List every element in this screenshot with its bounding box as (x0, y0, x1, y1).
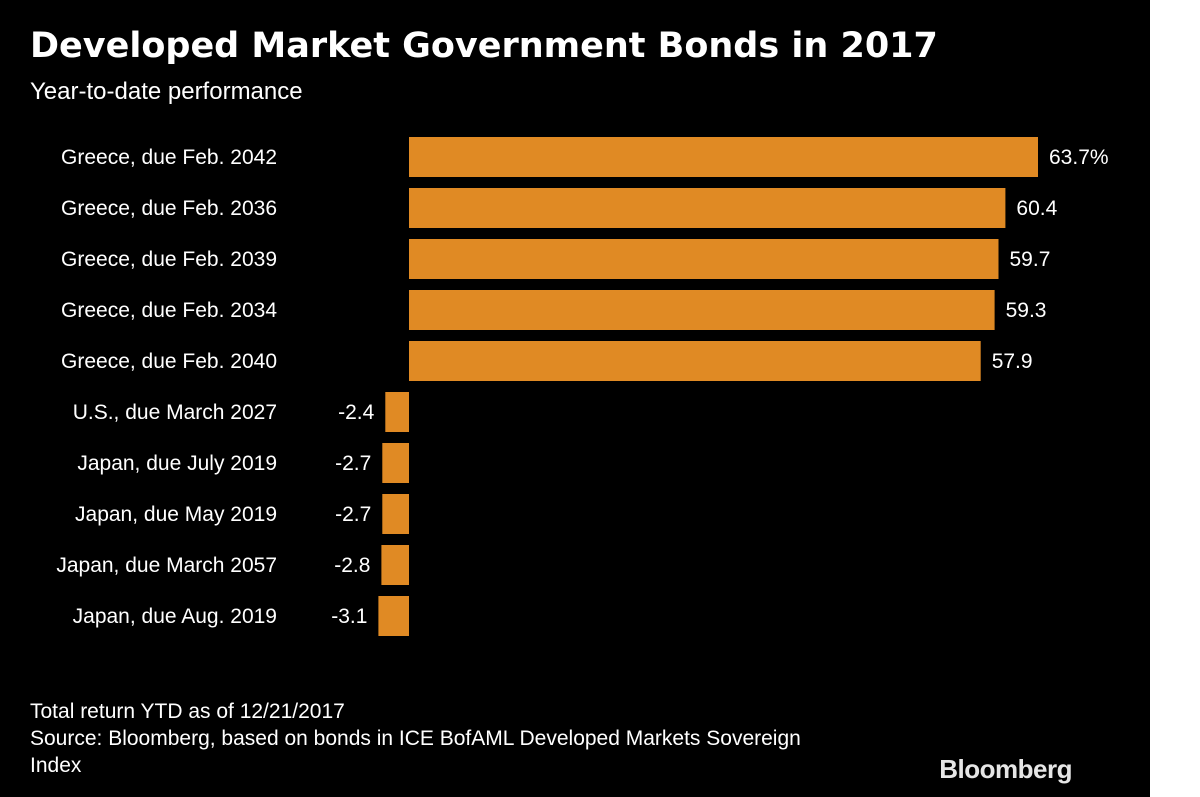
value-label: -2.8 (334, 554, 370, 577)
value-label: 59.7 (1010, 248, 1051, 271)
category-label: Greece, due Feb. 2034 (61, 299, 277, 322)
category-label: Greece, due Feb. 2040 (61, 350, 277, 373)
footnote: Total return YTD as of 12/21/2017 Source… (30, 698, 930, 779)
category-label: U.S., due March 2027 (73, 401, 277, 424)
chart-subtitle: Year-to-date performance (30, 78, 303, 105)
value-label: -2.7 (335, 452, 371, 475)
category-label: Japan, due Aug. 2019 (73, 605, 277, 628)
category-label: Greece, due Feb. 2036 (61, 197, 277, 220)
value-label: -3.1 (331, 605, 367, 628)
footnote-source: Source: Bloomberg, based on bonds in ICE… (30, 727, 801, 750)
category-label: Greece, due Feb. 2039 (61, 248, 277, 271)
bar (409, 341, 981, 381)
bar (382, 443, 409, 483)
bloomberg-logo: Bloomberg (939, 754, 1072, 784)
value-label: 59.3 (1006, 299, 1047, 322)
bar (409, 188, 1006, 228)
bar (381, 545, 409, 585)
value-label: -2.4 (338, 401, 375, 424)
bar (382, 494, 409, 534)
bar (409, 239, 999, 279)
value-label: -2.7 (335, 503, 371, 526)
category-label: Greece, due Feb. 2042 (61, 146, 277, 169)
footnote-date: Total return YTD as of 12/21/2017 (30, 700, 345, 723)
value-label: 60.4 (1016, 197, 1057, 220)
chart-title: Developed Market Government Bonds in 201… (30, 26, 938, 66)
bar (385, 392, 409, 432)
bar-chart: Greece, due Feb. 2042 63.7% Greece, due Fe… (56, 137, 1109, 636)
bar (409, 290, 995, 330)
category-label: Japan, due July 2019 (77, 452, 277, 475)
bar (378, 596, 409, 636)
footnote-source-continued: Index (30, 754, 82, 777)
bar (409, 137, 1038, 177)
value-label: 57.9 (992, 350, 1033, 373)
value-label: 63.7% (1049, 146, 1109, 169)
category-label: Japan, due May 2019 (75, 503, 277, 526)
category-label: Japan, due March 2057 (56, 554, 277, 577)
chart-panel: Developed Market Government Bonds in 201… (0, 0, 1150, 797)
